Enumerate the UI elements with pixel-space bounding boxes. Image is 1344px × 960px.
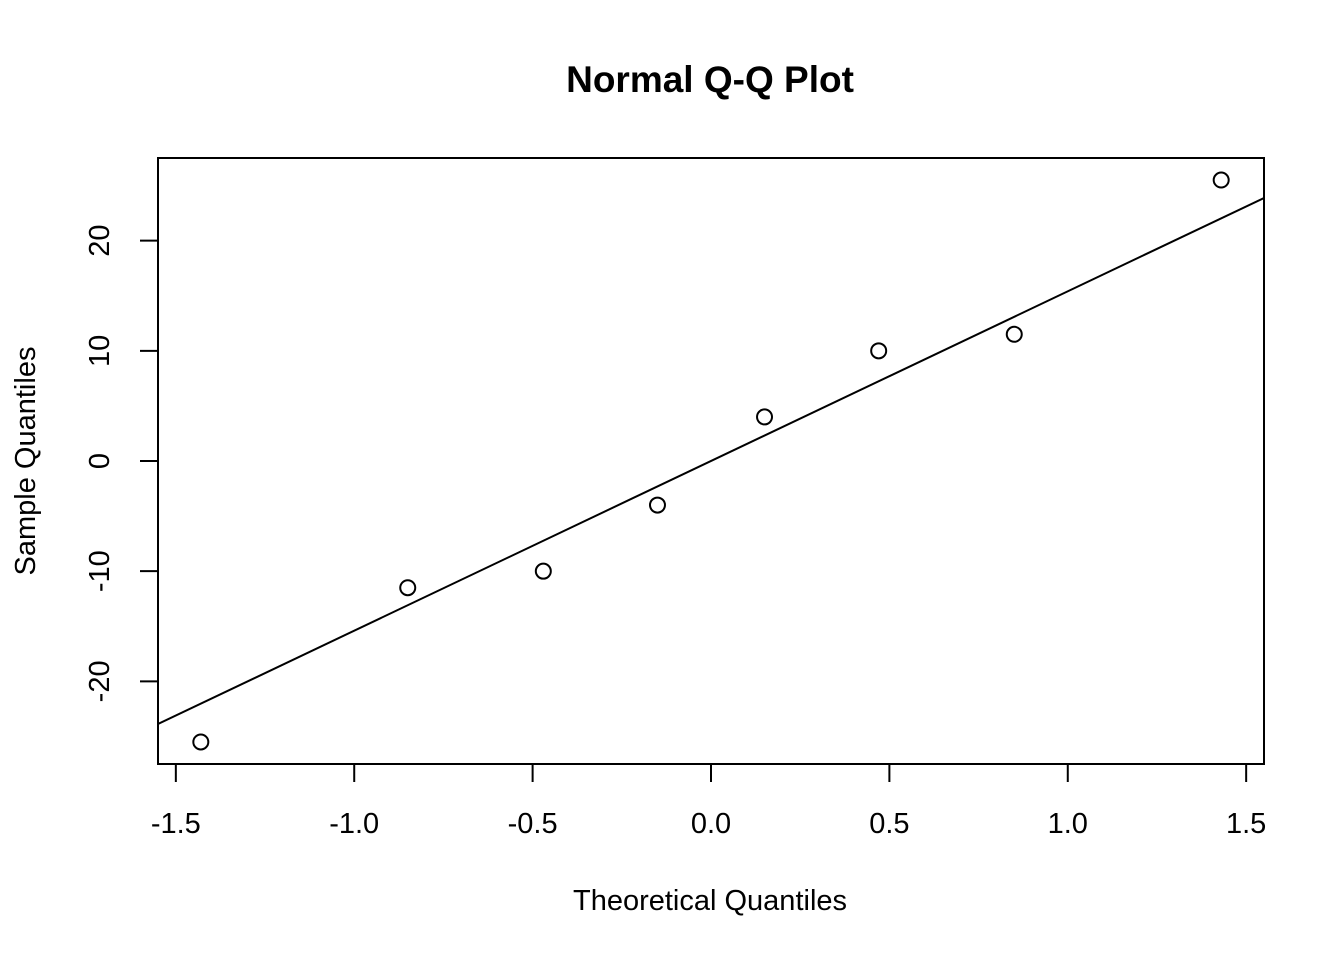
reference-line-layer	[158, 197, 1264, 725]
x-tick-label: 0.5	[869, 808, 909, 840]
y-axis-label: Sample Quantiles	[10, 347, 42, 576]
x-tick-label: -1.0	[329, 808, 379, 840]
data-point	[192, 733, 210, 751]
chart-title: Normal Q-Q Plot	[566, 59, 854, 100]
x-tick-label: 1.5	[1226, 808, 1266, 840]
data-point	[399, 579, 417, 597]
y-tick-label: 0	[84, 453, 116, 469]
data-point	[870, 342, 888, 360]
y-tick-label: 20	[84, 225, 116, 257]
y-tick-label: -10	[84, 550, 116, 592]
x-tick-label: -1.5	[151, 808, 201, 840]
data-point	[1212, 171, 1230, 189]
data-point	[1005, 325, 1023, 343]
data-point	[756, 408, 774, 426]
points-layer	[192, 171, 1230, 751]
qq-reference-line	[158, 197, 1264, 725]
x-axis-label: Theoretical Quantiles	[573, 885, 847, 917]
data-point	[534, 562, 552, 580]
x-axis: -1.5 -1.0 -0.5 0.0 0.5 1.0 1.5	[151, 763, 1266, 840]
x-tick-label: 1.0	[1048, 808, 1088, 840]
x-tick-label: 0.0	[691, 808, 731, 840]
y-axis: -20 -10 0 10 20	[84, 225, 159, 702]
x-tick-label: -0.5	[508, 808, 558, 840]
data-point	[648, 496, 666, 514]
y-tick-label: -20	[84, 660, 116, 702]
y-tick-label: 10	[84, 335, 116, 367]
